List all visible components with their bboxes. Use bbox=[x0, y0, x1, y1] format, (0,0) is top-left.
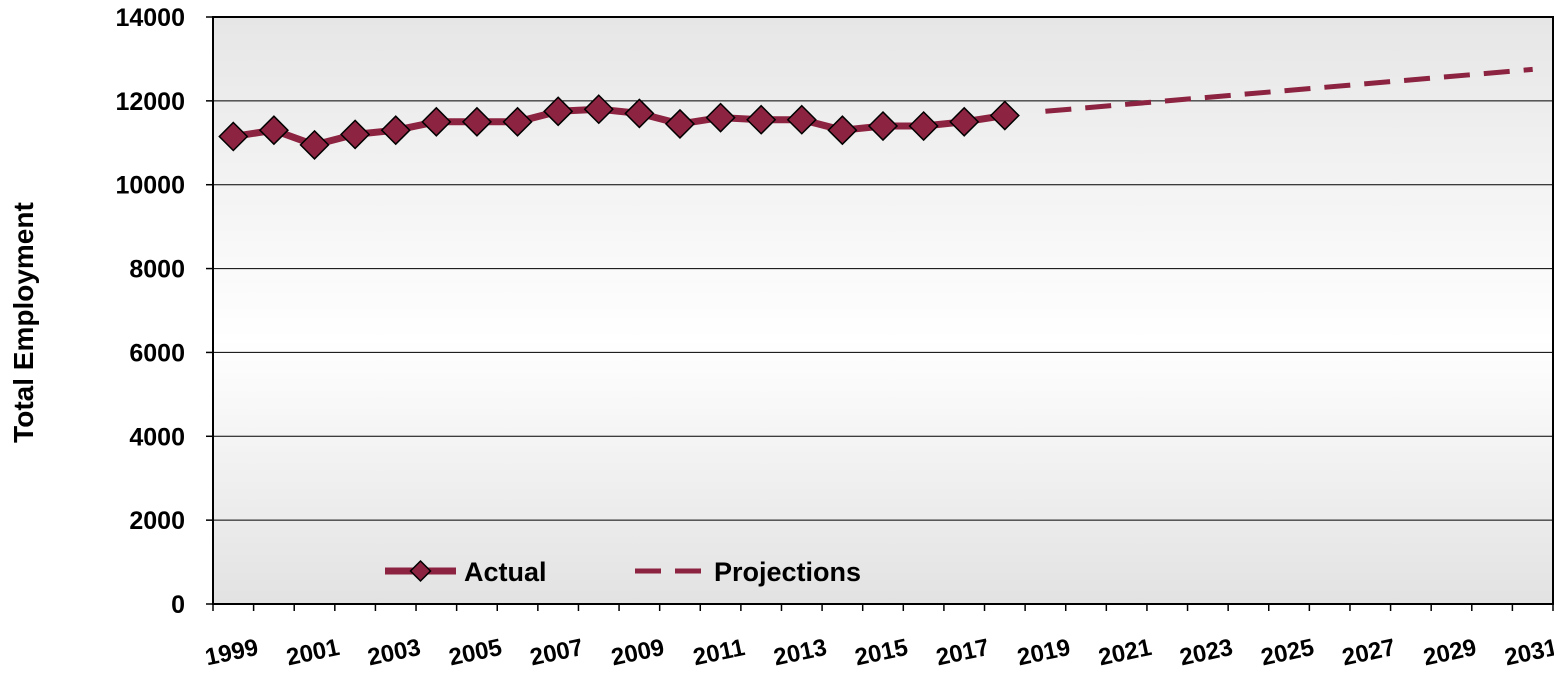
y-axis-label: Total Employment bbox=[8, 202, 39, 443]
data-point-marker bbox=[989, 100, 1020, 131]
plot-area bbox=[212, 16, 1554, 605]
x-tick-label: 2007 bbox=[528, 634, 586, 672]
legend-label: Actual bbox=[464, 557, 547, 587]
y-tick-label: 12000 bbox=[115, 88, 185, 116]
data-point-marker bbox=[949, 106, 980, 137]
data-point-marker bbox=[461, 106, 493, 137]
x-tick-label: 2011 bbox=[691, 634, 748, 671]
legend-swatch-marker bbox=[409, 559, 432, 583]
x-tick-label: 2027 bbox=[1340, 634, 1398, 672]
data-point-marker bbox=[299, 129, 330, 160]
x-tick-label: 2005 bbox=[446, 634, 504, 672]
data-point-marker bbox=[583, 94, 614, 125]
y-tick-label: 2000 bbox=[129, 507, 185, 535]
data-point-marker bbox=[746, 104, 777, 135]
series-line-1 bbox=[1045, 66, 1533, 114]
data-point-marker bbox=[340, 119, 371, 150]
data-point-marker bbox=[867, 110, 899, 142]
y-tick-label: 8000 bbox=[129, 256, 185, 284]
x-tick-label: 2019 bbox=[1015, 634, 1073, 672]
y-tick-label: 10000 bbox=[115, 172, 185, 200]
y-tick-label: 14000 bbox=[115, 4, 185, 32]
data-point-marker bbox=[786, 104, 817, 135]
data-point-marker bbox=[380, 115, 411, 146]
x-tick-label: 2001 bbox=[284, 634, 342, 672]
data-point-marker bbox=[827, 115, 858, 146]
x-tick-label: 2031 bbox=[1502, 634, 1554, 672]
data-point-marker bbox=[664, 108, 696, 139]
series-group bbox=[218, 66, 1533, 160]
x-tick-label: 2017 bbox=[934, 634, 992, 672]
x-tick-label: 2023 bbox=[1177, 634, 1235, 672]
x-tick-label: 2021 bbox=[1096, 634, 1154, 672]
data-point-marker bbox=[218, 121, 249, 152]
y-tick-label: 4000 bbox=[129, 423, 185, 451]
x-tick-label: 2015 bbox=[853, 634, 911, 672]
x-tick-label: 2013 bbox=[771, 634, 829, 672]
x-tick-label: 1999 bbox=[203, 634, 261, 672]
x-tick-label: 2025 bbox=[1259, 634, 1317, 672]
x-tick-label: 2029 bbox=[1421, 634, 1479, 672]
data-point-marker bbox=[543, 96, 574, 127]
x-tick-label: 2003 bbox=[365, 634, 423, 672]
x-tick-label: 2009 bbox=[609, 634, 667, 672]
data-point-marker bbox=[624, 98, 655, 129]
legend: Actual Projections bbox=[385, 557, 861, 587]
y-tick-label: 0 bbox=[171, 591, 185, 619]
data-point-marker bbox=[705, 102, 736, 133]
data-point-marker bbox=[908, 110, 939, 142]
data-point-marker bbox=[421, 106, 452, 137]
legend-label: Projections bbox=[714, 557, 861, 587]
data-point-marker bbox=[258, 115, 289, 146]
gridlines bbox=[213, 100, 1553, 521]
y-tick-label: 6000 bbox=[129, 339, 185, 367]
data-point-marker bbox=[502, 106, 533, 137]
